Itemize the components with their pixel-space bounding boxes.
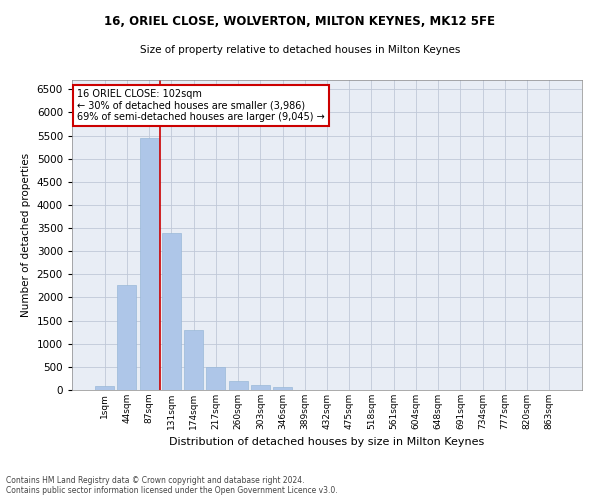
Bar — [273, 386, 292, 390]
Bar — [95, 386, 114, 390]
Bar — [162, 233, 181, 390]
Bar — [251, 385, 270, 390]
Text: 16, ORIEL CLOSE, WOLVERTON, MILTON KEYNES, MK12 5FE: 16, ORIEL CLOSE, WOLVERTON, MILTON KEYNE… — [104, 15, 496, 28]
X-axis label: Distribution of detached houses by size in Milton Keynes: Distribution of detached houses by size … — [169, 438, 485, 448]
Bar — [140, 138, 158, 390]
Bar — [229, 380, 248, 390]
Bar — [184, 330, 203, 390]
Text: Size of property relative to detached houses in Milton Keynes: Size of property relative to detached ho… — [140, 45, 460, 55]
Y-axis label: Number of detached properties: Number of detached properties — [21, 153, 31, 317]
Bar — [206, 368, 225, 390]
Bar — [118, 284, 136, 390]
Text: 16 ORIEL CLOSE: 102sqm
← 30% of detached houses are smaller (3,986)
69% of semi-: 16 ORIEL CLOSE: 102sqm ← 30% of detached… — [77, 90, 325, 122]
Text: Contains HM Land Registry data © Crown copyright and database right 2024.
Contai: Contains HM Land Registry data © Crown c… — [6, 476, 338, 495]
